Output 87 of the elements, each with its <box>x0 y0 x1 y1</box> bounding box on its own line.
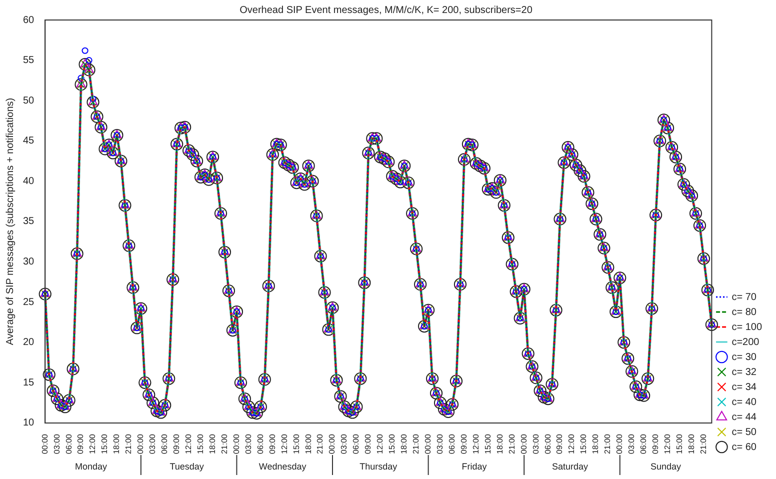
y-tick-label: 35 <box>23 216 35 228</box>
y-tick-label: 30 <box>23 256 35 268</box>
x-tick-label: 09:00 <box>76 433 86 454</box>
x-tick-label: 15:00 <box>292 433 301 454</box>
text: Wednesday <box>258 461 307 472</box>
x-tick-label: 21:00 <box>603 433 612 454</box>
text: Tuesday <box>170 461 204 472</box>
x-tick-label: 21:00 <box>316 433 325 454</box>
x-tick-label: 15:00 <box>674 433 684 454</box>
x-tick-label: 15:00 <box>483 433 492 454</box>
y-tick-label: 60 <box>23 14 35 26</box>
text: Friday <box>462 461 488 472</box>
text: Monday <box>75 461 108 472</box>
x-tick-label: 15:00 <box>388 433 397 454</box>
legend-label: c= 30 <box>732 352 757 363</box>
legend-label: c= 44 <box>732 412 757 423</box>
y-axis-title: Average of SIP messages (subscriptions + notifications) <box>4 98 16 346</box>
text: Thursday <box>360 461 398 472</box>
y-tick-label: 45 <box>23 136 35 147</box>
x-tick-label: 03:00 <box>435 433 444 454</box>
x-tick-label: 18:00 <box>686 433 696 454</box>
legend-label: c= 60 <box>732 442 757 453</box>
x-tick-label: 06:00 <box>352 433 361 454</box>
x-tick-label: 21:00 <box>124 433 134 454</box>
legend-label: c= 50 <box>732 426 757 438</box>
x-tick-label: 09:00 <box>364 433 373 454</box>
y-tick-label: 40 <box>23 176 35 187</box>
legend-label: c= 40 <box>732 396 757 408</box>
x-tick-label: 06:00 <box>447 433 456 454</box>
x-tick-label: 03:00 <box>244 433 253 454</box>
x-tick-label: 00:00 <box>328 433 337 454</box>
x-tick-label: 06:00 <box>64 433 74 454</box>
x-tick-label: 12:00 <box>184 433 194 454</box>
x-tick-label: 12:00 <box>471 433 480 454</box>
x-tick-label: 03:00 <box>148 433 158 454</box>
x-tick-label: 03:00 <box>340 433 349 454</box>
legend-label: c= 100 <box>732 322 762 333</box>
y-tick-label: 55 <box>23 55 35 66</box>
x-tick-label: 15:00 <box>100 433 110 454</box>
x-tick-label: 18:00 <box>304 433 313 454</box>
x-tick-label: 03:00 <box>52 433 62 454</box>
x-tick-label: 09:00 <box>555 433 564 454</box>
x-tick-label: 18:00 <box>112 433 122 454</box>
x-tick-label: 18:00 <box>495 433 504 454</box>
x-tick-label: 00:00 <box>424 433 433 454</box>
text: Saturday <box>552 461 589 472</box>
x-tick-label: 03:00 <box>627 433 636 454</box>
x-tick-label: 21:00 <box>412 433 421 454</box>
y-tick-label: 50 <box>23 95 35 106</box>
x-tick-label: 12:00 <box>567 433 576 454</box>
legend-label: c= 32 <box>732 366 757 378</box>
x-tick-label: 21:00 <box>698 433 708 454</box>
x-tick-label: 00:00 <box>40 433 50 454</box>
y-tick-label: 15 <box>23 377 35 388</box>
y-tick-label: 10 <box>23 418 35 429</box>
x-tick-label: 18:00 <box>208 433 217 454</box>
x-tick-label: 15:00 <box>579 433 588 454</box>
x-tick-label: 00:00 <box>615 433 624 454</box>
x-tick-label: 09:00 <box>651 433 660 454</box>
legend-label: c= 34 <box>732 382 757 393</box>
x-tick-label: 09:00 <box>268 433 277 454</box>
x-tick-label: 12:00 <box>280 433 289 454</box>
x-tick-label: 21:00 <box>507 433 516 454</box>
x-tick-label: 00:00 <box>136 433 146 454</box>
x-tick-label: 06:00 <box>639 433 648 454</box>
chart-title: Overhead SIP Event messages, M/M/c/K, K= 200, subscribers=20 <box>240 4 533 16</box>
x-tick-label: 12:00 <box>376 433 385 454</box>
x-tick-label: 09:00 <box>172 433 182 454</box>
x-tick-label: 12:00 <box>88 433 98 454</box>
x-tick-label: 21:00 <box>220 433 229 454</box>
x-tick-label: 06:00 <box>160 433 170 454</box>
x-tick-label: 15:00 <box>196 433 205 454</box>
y-tick-label: 25 <box>23 296 35 308</box>
x-tick-label: 03:00 <box>531 433 540 454</box>
x-tick-label: 18:00 <box>591 433 600 454</box>
x-tick-label: 18:00 <box>400 433 409 454</box>
legend-label: c= 70 <box>732 292 757 303</box>
legend-label: c=200 <box>732 336 760 348</box>
x-tick-label: 12:00 <box>662 433 672 454</box>
x-tick-label: 06:00 <box>256 433 265 454</box>
legend-label: c= 80 <box>732 306 757 318</box>
x-tick-label: 06:00 <box>543 433 552 454</box>
y-tick-label: 20 <box>23 337 35 348</box>
x-tick-label: 00:00 <box>519 433 528 454</box>
x-tick-label: 00:00 <box>232 433 241 454</box>
x-tick-label: 09:00 <box>459 433 468 454</box>
text: Sunday <box>650 461 682 472</box>
